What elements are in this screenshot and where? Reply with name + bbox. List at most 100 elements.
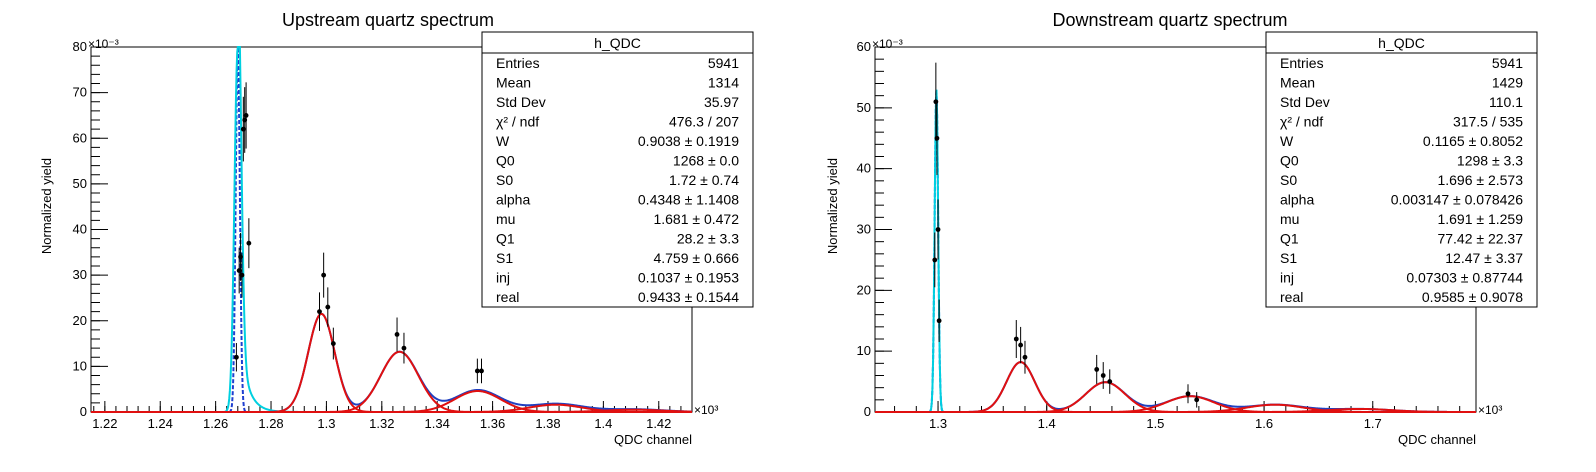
y-tick-label: 10 <box>857 343 871 358</box>
data-point <box>474 368 480 374</box>
data-point <box>325 304 331 310</box>
stats-row-value: 317.5 / 535 <box>1453 113 1523 129</box>
y-tick-label: 0 <box>864 404 871 419</box>
y-tick-label: 20 <box>73 313 87 328</box>
stats-row-label: alpha <box>1280 192 1314 208</box>
y-tick-label: 60 <box>73 130 87 145</box>
fit-curve <box>91 408 693 413</box>
x-axis-multiplier: ×10³ <box>1478 403 1502 417</box>
stats-row-value: 5941 <box>1492 55 1523 71</box>
stats-box-title: h_QDC <box>594 35 641 51</box>
x-tick-label: 1.42 <box>646 416 671 431</box>
y-axis-label: Normalized yield <box>39 158 54 254</box>
upstream-spectrum-panel: Upstream quartz spectrum 1.22 1.24 1.26 1.2… <box>39 10 754 447</box>
stats-row-value: 1.72 ± 0.74 <box>669 172 739 188</box>
data-point <box>321 272 327 278</box>
x-tick-label: 1.3 <box>317 416 335 431</box>
stats-row-value: 0.1165 ± 0.8052 <box>1423 133 1523 149</box>
data-point <box>1185 391 1191 397</box>
data-point <box>394 332 400 337</box>
data-point <box>479 368 484 374</box>
y-tick-label: 40 <box>857 161 871 176</box>
data-point <box>933 99 939 105</box>
data-point <box>1094 367 1100 372</box>
stats-row-label: real <box>1280 289 1303 305</box>
stats-row-label: Std Dev <box>496 94 546 110</box>
data-points <box>932 62 1200 408</box>
data-point <box>317 309 322 315</box>
stats-row-value: 0.9433 ± 0.1544 <box>638 289 739 305</box>
data-point <box>1100 373 1106 378</box>
stats-row-value: 1.696 ± 2.573 <box>1437 172 1523 188</box>
stats-row-label: χ² / ndf <box>496 113 539 129</box>
stats-row-value: 1268 ± 0.0 <box>673 152 739 168</box>
axis-ticks: 1.3 1.4 1.5 1.6 1.7 0 10 20 30 40 50 60 <box>857 39 1461 431</box>
y-tick-label: 30 <box>857 222 871 237</box>
chart-title: Downstream quartz spectrum <box>1052 10 1287 30</box>
stats-box: h_QDC Entries 5941 Mean 1314 Std Dev 35.97 χ² /… <box>481 31 754 308</box>
chart-title: Upstream quartz spectrum <box>282 10 494 30</box>
x-tick-label: 1.24 <box>148 416 173 431</box>
x-axis-multiplier: ×10³ <box>694 403 718 417</box>
stats-row-label: Mean <box>1280 74 1315 90</box>
stats-row-value: 110.1 <box>1489 94 1523 110</box>
stats-row-value: 0.9038 ± 0.1919 <box>638 133 739 149</box>
stats-row-value: 5941 <box>708 55 739 71</box>
stats-row-label: W <box>496 133 510 149</box>
x-tick-label: 1.32 <box>369 416 394 431</box>
stats-row-label: mu <box>496 211 515 227</box>
stats-row-label: Entries <box>1280 55 1324 71</box>
y-tick-label: 10 <box>73 358 87 373</box>
y-axis-multiplier: ×10⁻³ <box>872 37 903 51</box>
data-point <box>246 240 252 246</box>
x-tick-label: 1.7 <box>1364 416 1382 431</box>
stats-row-label: mu <box>1280 211 1299 227</box>
x-tick-label: 1.38 <box>535 416 560 431</box>
data-point <box>936 318 942 324</box>
x-tick-label: 1.34 <box>425 416 450 431</box>
stats-row-label: inj <box>1280 270 1294 286</box>
fit-curve <box>875 381 1476 413</box>
y-tick-label: 40 <box>73 222 87 237</box>
x-axis-label: QDC channel <box>614 432 692 447</box>
stats-row-value: 1298 ± 3.3 <box>1457 152 1523 168</box>
stats-row-label: Mean <box>496 74 531 90</box>
stats-row-value: 1429 <box>1492 74 1523 90</box>
stats-row-value: 35.97 <box>704 94 739 110</box>
fit-curves <box>91 46 693 413</box>
stats-row-label: S0 <box>496 172 513 188</box>
y-tick-label: 50 <box>857 100 871 115</box>
data-point <box>935 227 941 232</box>
stats-row-value: 12.47 ± 3.37 <box>1445 250 1523 266</box>
stats-row-label: inj <box>496 270 510 286</box>
data-point <box>1107 379 1113 384</box>
data-point <box>1022 354 1028 360</box>
x-tick-label: 1.28 <box>258 416 283 431</box>
stats-row-value: 0.07303 ± 0.87744 <box>1406 270 1523 286</box>
fit-curve <box>91 350 692 413</box>
fit-curves <box>875 89 1476 413</box>
stats-row-label: real <box>496 289 519 305</box>
data-points <box>234 82 484 384</box>
y-tick-label: 30 <box>73 267 87 282</box>
y-tick-label: 50 <box>73 176 87 191</box>
stats-row-value: 1.691 ± 1.259 <box>1437 211 1523 227</box>
stats-row-value: 0.4348 ± 1.1408 <box>638 192 739 208</box>
downstream-spectrum-panel: Downstream quartz spectrum 1.3 1.4 1.5 1.6 1… <box>825 10 1538 447</box>
stats-box-frame <box>1265 31 1538 308</box>
x-tick-label: 1.4 <box>594 416 612 431</box>
stats-row-label: χ² / ndf <box>1280 113 1323 129</box>
data-point <box>239 272 245 278</box>
stats-row-label: Q1 <box>496 231 515 247</box>
data-point <box>934 135 940 141</box>
data-point <box>243 113 249 118</box>
stats-row-label: W <box>1280 133 1294 149</box>
fit-curve <box>875 361 1476 413</box>
data-point <box>1013 336 1019 342</box>
axis-ticks: 1.22 1.24 1.26 1.28 1.3 1.32 1.34 1.36 1.38 1.4 1.… <box>73 39 693 431</box>
x-tick-label: 1.22 <box>92 416 117 431</box>
data-point <box>1194 397 1200 403</box>
x-tick-label: 1.5 <box>1146 416 1164 431</box>
fit-curve <box>875 407 1476 413</box>
